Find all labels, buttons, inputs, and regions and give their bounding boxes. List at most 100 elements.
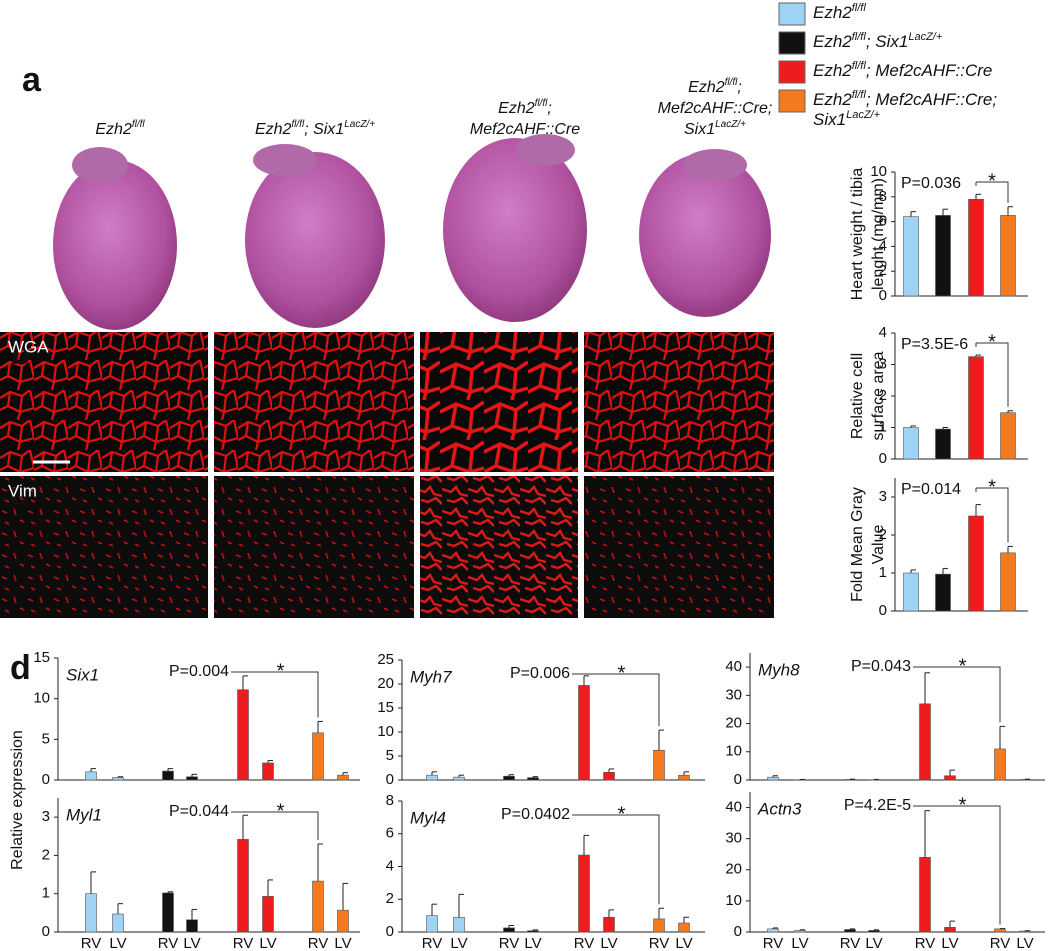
text-segment: Ezh2 <box>95 121 132 138</box>
y-tick-label: 2 <box>879 526 887 543</box>
error-bar <box>167 768 173 772</box>
superscript: LacZ/+ <box>715 119 746 130</box>
bar <box>935 428 951 460</box>
chart-title: Actn3 <box>757 799 802 818</box>
bar <box>186 776 198 781</box>
superscript: LacZ/+ <box>846 109 881 121</box>
error-bar <box>849 928 855 930</box>
error-bar <box>683 916 689 923</box>
y-axis-label: lenght (mg/mm) <box>870 178 887 290</box>
y-tick-label: 10 <box>870 163 887 180</box>
error-bar <box>267 879 273 897</box>
y-tick-label: 3 <box>879 355 887 372</box>
bar <box>112 777 124 781</box>
text-segment: ; <box>737 79 741 96</box>
x-tick-label: RV <box>81 935 102 951</box>
hearts <box>53 134 771 330</box>
bar <box>994 748 1006 781</box>
error-bar <box>242 675 248 690</box>
x-tick-label: RV <box>158 935 179 951</box>
bar <box>603 916 615 933</box>
y-tick-label: 15 <box>377 699 394 716</box>
p-value: P=3.5E-6 <box>901 336 968 353</box>
bar <box>944 927 956 933</box>
text-segment: Ezh2 <box>813 3 852 22</box>
label: Ezh2fl/fl; <box>688 77 742 96</box>
significance-star: * <box>988 476 996 498</box>
error-bar <box>975 504 981 516</box>
significance-star: * <box>959 655 967 677</box>
label: Ezh2fl/fl; Mef2cAHF::Cre; <box>813 89 997 110</box>
bar <box>868 930 880 933</box>
y-tick-label: 1 <box>42 885 50 902</box>
x-tick-label: LV <box>675 935 692 951</box>
bar <box>453 916 465 933</box>
bar <box>919 703 931 781</box>
y-tick-label: 5 <box>42 730 50 747</box>
bar <box>903 216 919 297</box>
x-tick-label: RV <box>499 935 520 951</box>
bar <box>527 777 539 781</box>
chart-title: Myl4 <box>410 808 446 827</box>
error-bar <box>1007 545 1013 553</box>
legend-swatch <box>778 31 806 55</box>
x-tick-label: LV <box>600 935 617 951</box>
x-tick-label: LV <box>791 935 808 951</box>
significance-star: * <box>618 662 626 684</box>
error-bar <box>583 834 589 856</box>
y-axis-label: Relative expression <box>9 730 26 870</box>
text-segment: Six1 <box>813 110 846 129</box>
bar <box>1000 215 1016 297</box>
error-bar <box>772 775 778 778</box>
y-tick-label: 1 <box>879 564 887 581</box>
x-tick-label: RV <box>649 935 670 951</box>
error-bar <box>317 843 323 882</box>
text-segment: Mef2cAHF::Cre <box>470 121 580 138</box>
label: Ezh2fl/fl <box>813 2 866 23</box>
error-bar <box>1007 206 1013 216</box>
significance-bracket <box>975 487 1009 543</box>
significance-bracket <box>975 342 1009 407</box>
text-segment: Ezh2 <box>255 121 292 138</box>
significance-star: * <box>618 803 626 825</box>
bar <box>262 762 274 781</box>
y-tick-label: 3 <box>42 808 50 825</box>
label: Ezh2fl/fl; Six1LacZ/+ <box>813 31 943 52</box>
y-tick-label: 6 <box>879 213 887 230</box>
y-tick-label: 0 <box>734 771 742 788</box>
error-bar <box>942 567 948 575</box>
significance-bracket <box>231 671 319 718</box>
bar <box>337 909 349 933</box>
y-tick-label: 40 <box>725 658 742 675</box>
x-tick-label: RV <box>308 935 329 951</box>
text-segment: Ezh2 <box>813 90 852 109</box>
bar <box>994 928 1006 933</box>
text-segment: Ezh2 <box>813 61 852 80</box>
y-tick-label: 4 <box>879 324 887 341</box>
y-tick-label: 10 <box>33 690 50 707</box>
x-tick-label: RV <box>574 935 595 951</box>
significance-bracket <box>913 805 1001 925</box>
bar <box>503 775 515 781</box>
text-segment: Ezh2 <box>813 32 852 51</box>
text-segment: ; Mef2cAHF::Cre <box>866 61 993 80</box>
image-label: Vim <box>8 481 37 500</box>
error-bar <box>975 354 981 357</box>
text-segment: Ezh2 <box>498 100 535 117</box>
p-value: P=0.014 <box>901 481 961 498</box>
error-bar <box>658 907 664 919</box>
chart-title: Myl1 <box>66 805 102 824</box>
bar <box>603 772 615 781</box>
bar <box>85 771 97 781</box>
error-bar <box>683 771 689 776</box>
x-tick-label: LV <box>109 935 126 951</box>
bar <box>112 913 124 933</box>
bar <box>453 776 465 781</box>
panel-letter: d <box>10 649 31 687</box>
y-tick-label: 20 <box>377 675 394 692</box>
label: Mef2cAHF::Cre <box>470 121 580 138</box>
error-bar <box>924 672 930 704</box>
bar <box>503 927 515 933</box>
y-tick-label: 10 <box>725 892 742 909</box>
bar <box>944 775 956 781</box>
